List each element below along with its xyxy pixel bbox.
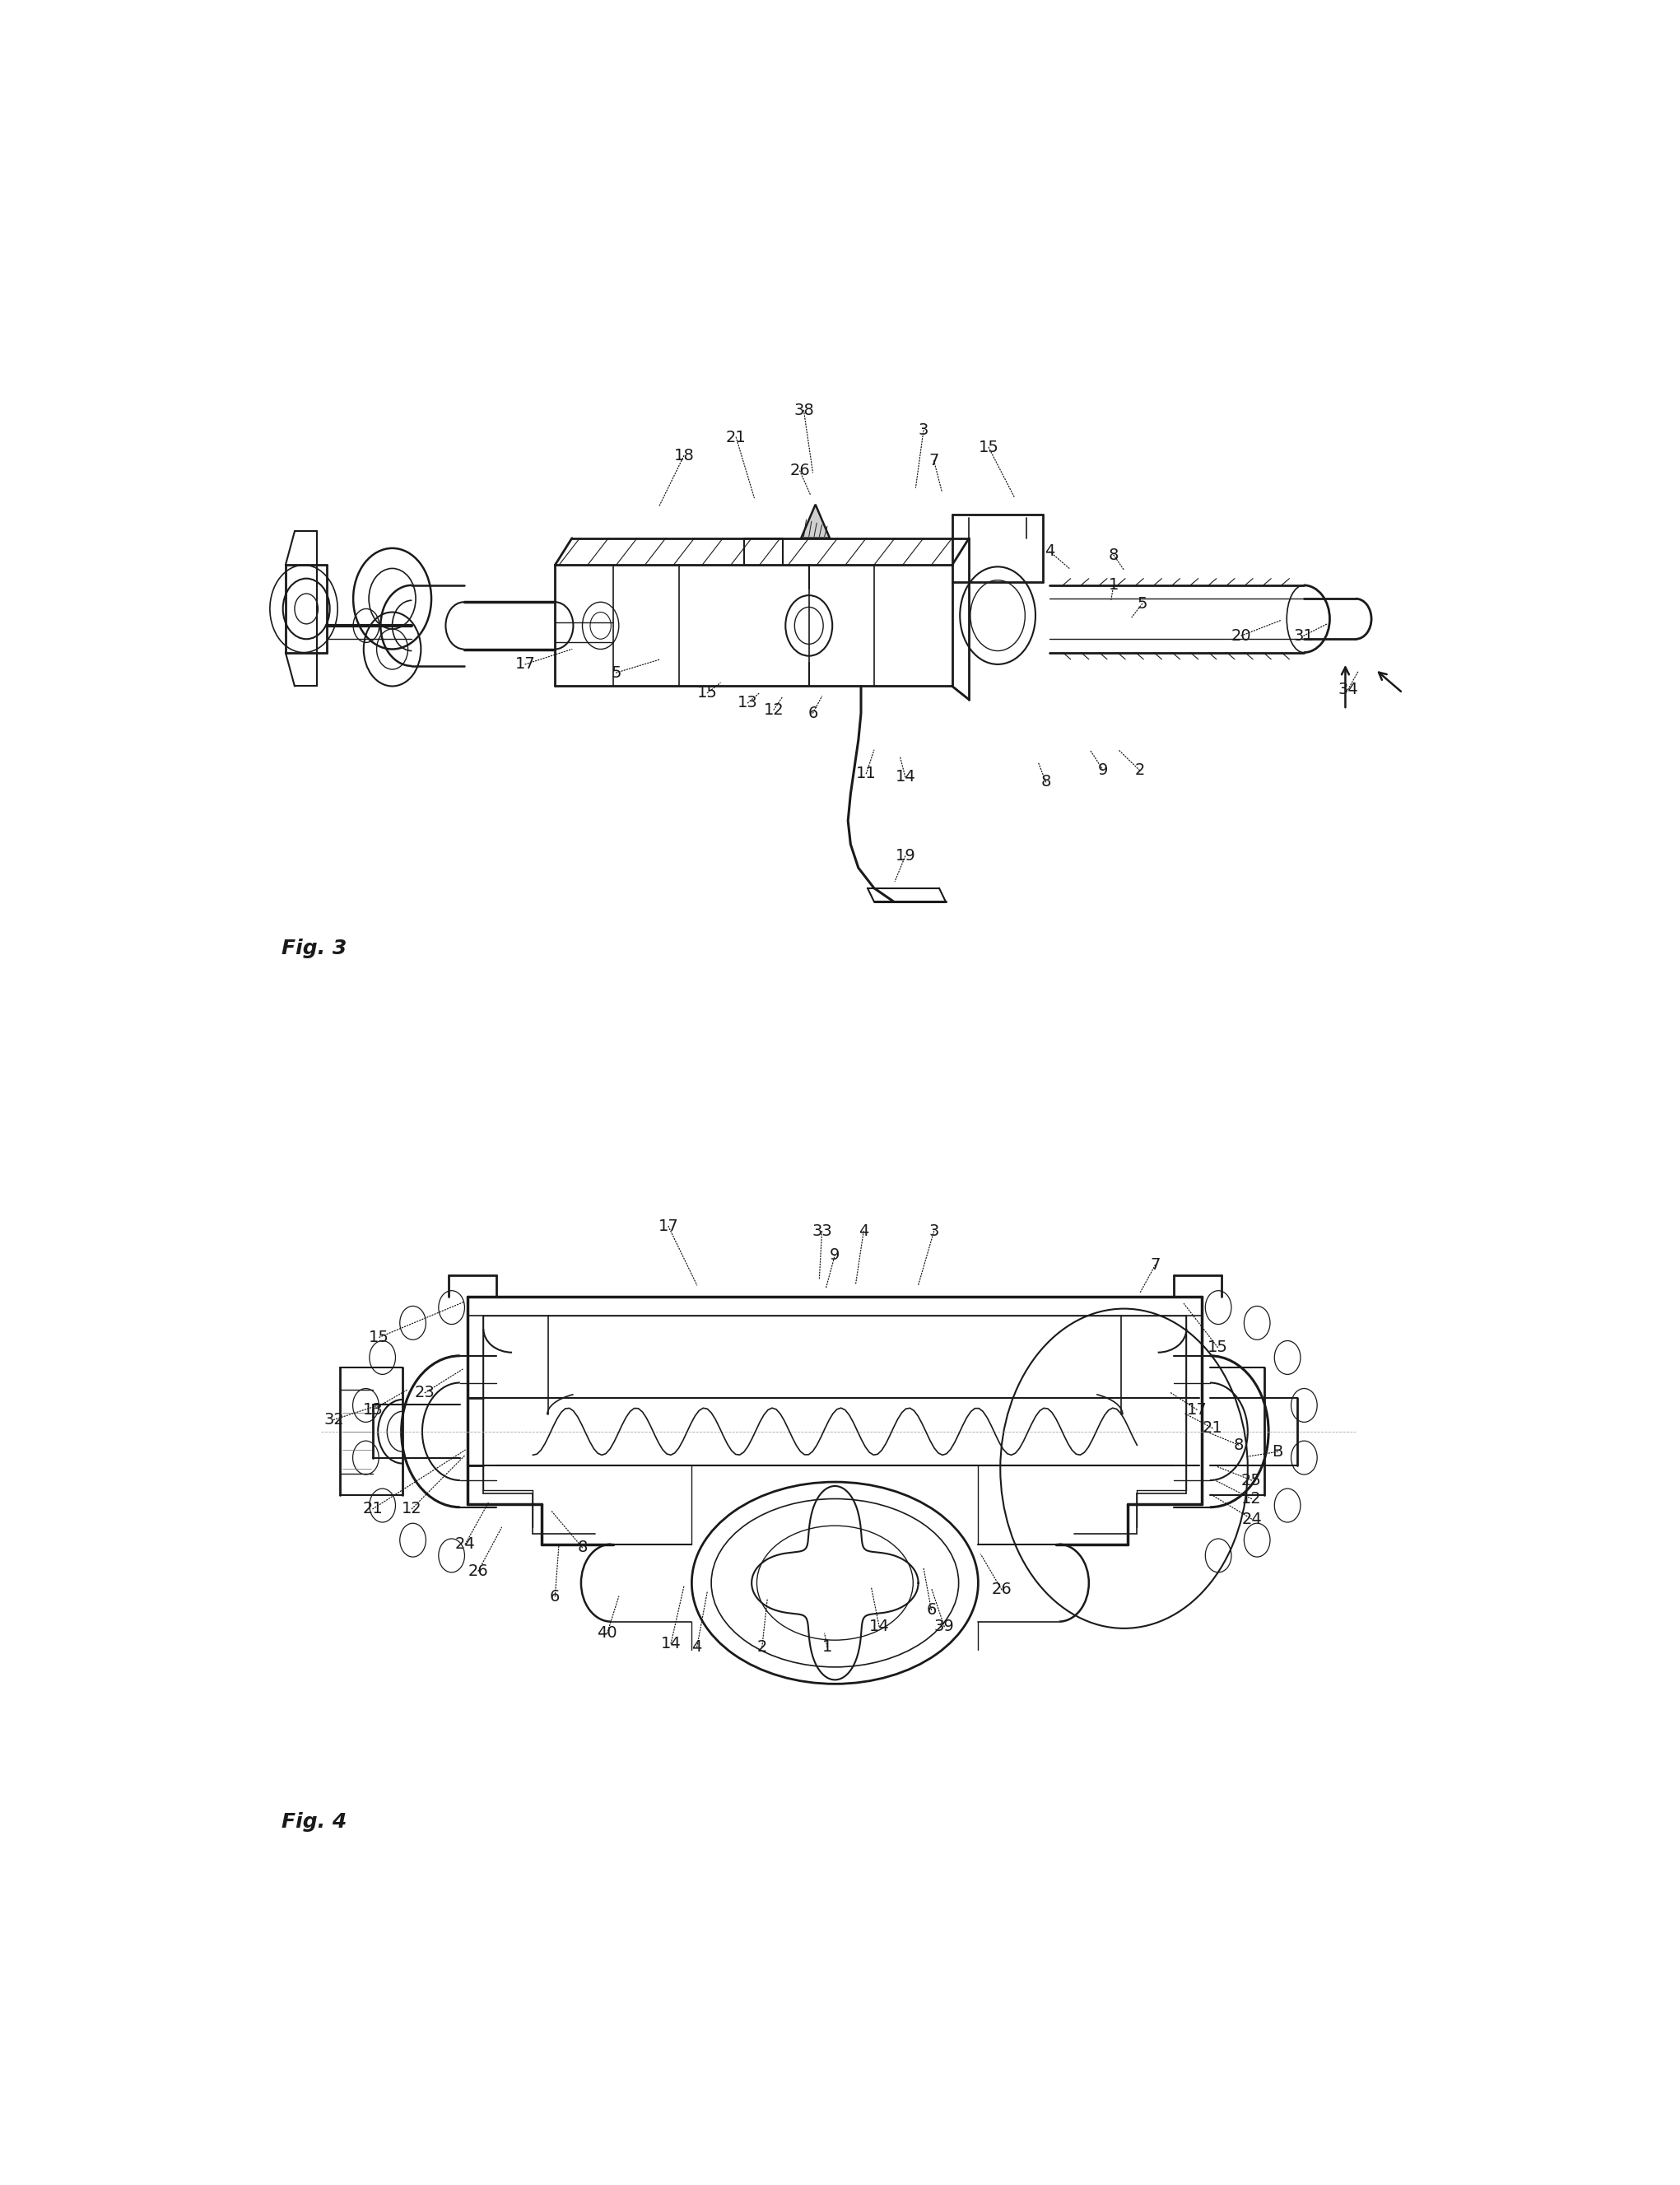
Text: 12: 12: [764, 701, 785, 717]
Text: Fig. 3: Fig. 3: [282, 940, 346, 959]
Text: 3: 3: [929, 1224, 939, 1239]
Text: 15: 15: [370, 1328, 390, 1346]
Text: 6: 6: [926, 1602, 936, 1617]
Text: 9: 9: [830, 1248, 840, 1263]
Text: 7: 7: [929, 452, 939, 468]
Text: 21: 21: [1203, 1420, 1223, 1436]
Text: 4: 4: [1045, 544, 1055, 559]
Text: 14: 14: [660, 1637, 680, 1652]
Text: 11: 11: [857, 767, 877, 782]
Text: 17: 17: [1186, 1403, 1208, 1418]
Text: 26: 26: [991, 1582, 1011, 1597]
Text: 5: 5: [1137, 597, 1147, 612]
Text: 23: 23: [415, 1385, 435, 1401]
Text: 9: 9: [1099, 763, 1109, 778]
Text: 32: 32: [324, 1412, 344, 1427]
Text: 24: 24: [455, 1536, 475, 1551]
Text: 26: 26: [790, 463, 810, 479]
Text: 4: 4: [858, 1224, 869, 1239]
Text: 25: 25: [1242, 1473, 1262, 1488]
Text: 31: 31: [1294, 627, 1314, 645]
Text: 8: 8: [1233, 1438, 1243, 1453]
Text: 8: 8: [578, 1540, 588, 1556]
Text: 13: 13: [363, 1403, 383, 1418]
Text: 6: 6: [549, 1588, 559, 1604]
Text: 8: 8: [1042, 773, 1052, 791]
Text: 2: 2: [1134, 763, 1144, 778]
Text: 17: 17: [659, 1219, 679, 1235]
Text: Fig. 4: Fig. 4: [282, 1811, 346, 1831]
Polygon shape: [801, 505, 830, 538]
Text: 2: 2: [758, 1639, 768, 1654]
Text: 5: 5: [612, 664, 622, 680]
Text: 18: 18: [674, 448, 694, 463]
Text: 6: 6: [808, 706, 818, 721]
Text: 13: 13: [738, 695, 758, 710]
Text: 26: 26: [469, 1562, 489, 1580]
Text: 20: 20: [1231, 627, 1252, 645]
Text: 21: 21: [363, 1501, 383, 1516]
Text: 12: 12: [402, 1501, 422, 1516]
Text: 15: 15: [1208, 1339, 1228, 1355]
Text: B: B: [1272, 1444, 1284, 1460]
Text: 39: 39: [934, 1619, 954, 1634]
Text: 1: 1: [1109, 577, 1119, 592]
Text: 21: 21: [726, 430, 746, 446]
Text: 19: 19: [895, 848, 916, 863]
Text: 12: 12: [1242, 1490, 1262, 1508]
Text: 7: 7: [1151, 1256, 1161, 1272]
Text: 1: 1: [822, 1639, 832, 1654]
Text: 34: 34: [1337, 682, 1357, 697]
Text: 17: 17: [514, 656, 536, 673]
Text: 33: 33: [811, 1224, 832, 1239]
Text: 4: 4: [692, 1639, 702, 1654]
Text: 15: 15: [697, 686, 717, 701]
Text: 14: 14: [869, 1619, 889, 1634]
Text: 8: 8: [1109, 546, 1119, 564]
Text: 15: 15: [978, 439, 1000, 454]
Text: 38: 38: [793, 402, 813, 417]
Text: 3: 3: [919, 422, 929, 439]
Text: 40: 40: [596, 1626, 617, 1641]
Text: 24: 24: [1242, 1512, 1262, 1527]
Text: 14: 14: [895, 769, 916, 784]
